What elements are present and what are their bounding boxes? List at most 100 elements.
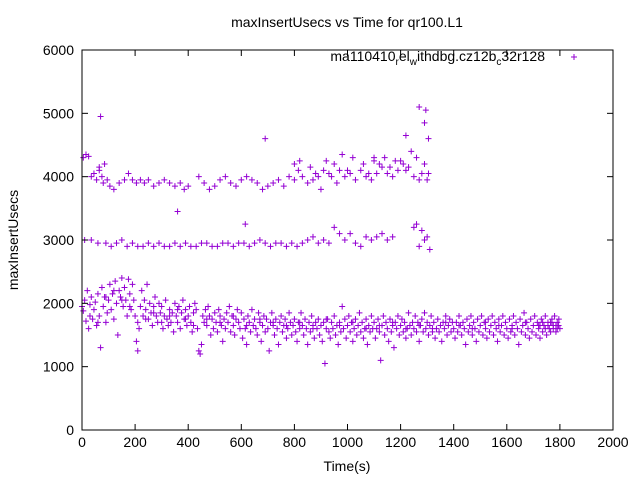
data-point: [279, 328, 286, 335]
data-point: [291, 176, 298, 183]
data-point: [533, 332, 540, 338]
data-point: [113, 240, 120, 247]
data-point: [416, 338, 423, 345]
data-point: [150, 243, 157, 250]
data-point: [225, 240, 232, 247]
data-point: [554, 319, 561, 326]
data-point: [513, 319, 520, 326]
data-point: [394, 167, 401, 174]
data-point: [505, 335, 512, 342]
data-point: [493, 325, 500, 332]
data-point: [230, 243, 237, 250]
data-point: [442, 319, 449, 326]
data-point: [101, 161, 108, 167]
data-point: [80, 307, 87, 314]
data-point: [538, 316, 545, 323]
data-point: [425, 135, 432, 142]
data-point: [149, 322, 156, 329]
data-point: [456, 322, 463, 329]
data-point: [264, 325, 271, 332]
data-point: [197, 351, 204, 357]
data-point: [530, 322, 537, 329]
data-point: [296, 319, 303, 326]
x-tick-label: 2000: [597, 434, 628, 450]
data-point: [110, 316, 117, 323]
data-point: [242, 221, 249, 228]
data-point: [312, 170, 319, 177]
data-point: [231, 332, 238, 338]
data-point: [536, 335, 543, 342]
data-point: [162, 297, 169, 304]
data-point: [303, 325, 310, 332]
data-point: [157, 309, 164, 316]
data-point: [397, 322, 404, 329]
data-point: [198, 341, 205, 348]
data-point: [88, 294, 95, 300]
data-point: [351, 325, 358, 332]
data-point: [421, 161, 428, 167]
data-point: [323, 157, 330, 164]
data-point: [125, 170, 132, 177]
data-point: [283, 322, 290, 329]
data-point: [373, 233, 380, 240]
data-point: [542, 325, 549, 332]
y-tick-label: 0: [66, 422, 74, 438]
data-point: [282, 316, 289, 323]
data-point: [371, 157, 378, 164]
data-point: [137, 303, 144, 310]
data-point: [235, 319, 242, 326]
data-point: [292, 328, 299, 335]
data-point: [388, 328, 395, 335]
data-point: [258, 338, 265, 345]
data-point: [384, 237, 391, 243]
data-point: [211, 183, 218, 190]
data-point: [158, 319, 165, 326]
data-point: [129, 240, 136, 247]
data-point: [320, 237, 327, 243]
data-point: [355, 322, 362, 329]
data-point: [320, 319, 327, 326]
data-point: [315, 240, 322, 247]
data-point: [84, 287, 91, 294]
x-tick-label: 800: [283, 434, 307, 450]
data-point: [486, 328, 493, 335]
data-point: [182, 240, 189, 247]
data-point: [465, 328, 472, 335]
data-point: [202, 306, 209, 313]
data-point: [105, 297, 112, 304]
data-point: [102, 319, 109, 326]
data-point: [341, 237, 348, 243]
data-point: [238, 309, 245, 316]
data-point: [218, 322, 225, 329]
chart-title: maxInsertUsecs vs Time for qr100.L1: [231, 14, 463, 30]
data-point: [203, 240, 210, 247]
data-point: [413, 154, 420, 161]
data-point: [339, 303, 346, 310]
data-point: [414, 319, 421, 326]
data-point: [469, 332, 476, 338]
data-point: [243, 341, 250, 348]
data-point: [436, 328, 443, 335]
data-point: [336, 167, 343, 174]
data-point: [152, 294, 159, 300]
data-point: [469, 325, 476, 332]
data-point: [104, 309, 111, 316]
data-point: [494, 338, 501, 345]
data-point: [510, 313, 517, 319]
data-point: [377, 357, 384, 364]
data-point: [102, 294, 109, 300]
data-point: [284, 325, 291, 332]
data-point: [150, 303, 157, 310]
data-point: [424, 176, 431, 183]
data-point: [495, 322, 502, 329]
y-tick-label: 6000: [43, 42, 74, 58]
data-point: [308, 313, 315, 319]
data-point: [317, 322, 324, 329]
data-point: [166, 306, 173, 313]
data-point: [487, 322, 494, 329]
data-point: [199, 313, 206, 319]
data-point: [425, 170, 432, 177]
data-point: [442, 313, 449, 319]
data-point: [418, 227, 425, 234]
data-point: [201, 319, 208, 326]
